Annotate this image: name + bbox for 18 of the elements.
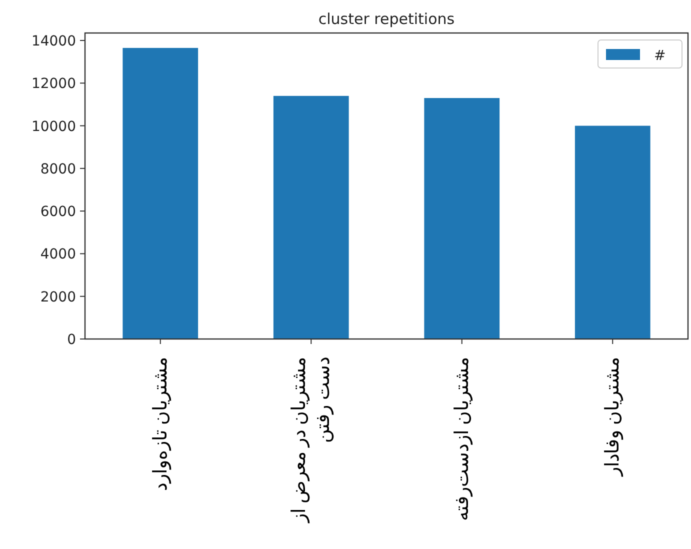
legend-label: #	[654, 48, 666, 64]
y-tick-label: 0	[67, 332, 76, 348]
bar	[424, 98, 500, 339]
y-tick-label: 14000	[31, 33, 76, 50]
bar	[574, 126, 650, 339]
x-tick-label: مشتریان وفادار	[602, 357, 624, 477]
bar	[122, 48, 198, 339]
y-tick-label: 12000	[31, 76, 76, 92]
x-tick-label: مشتریان در معرض از دست رفتن	[289, 357, 334, 524]
x-tick-label: مشتریان ازدست‌رفته	[452, 357, 473, 521]
y-tick-label: 10000	[31, 118, 76, 135]
y-tick-label: 8000	[40, 161, 76, 178]
y-tick-label: 2000	[40, 289, 76, 306]
chart-title: cluster repetitions	[318, 10, 455, 28]
y-tick-label: 4000	[40, 246, 76, 263]
x-tick-label: مشتریان تازه‌وارد	[150, 357, 172, 491]
y-tick-label: 6000	[40, 204, 76, 220]
bar	[273, 96, 349, 339]
